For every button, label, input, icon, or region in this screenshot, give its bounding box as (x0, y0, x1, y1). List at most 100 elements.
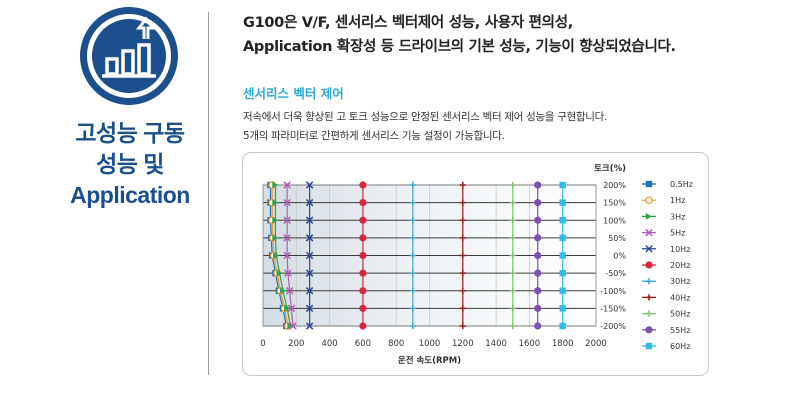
legend-marker (645, 278, 653, 285)
data-point (273, 252, 280, 259)
x-tick-label: 1600 (519, 339, 541, 349)
y-tick-label: 50% (608, 234, 626, 243)
feature-icon-circle (80, 7, 178, 105)
legend-label: 40Hz (670, 293, 690, 302)
data-point (509, 217, 516, 224)
data-point (283, 251, 291, 260)
data-point (287, 304, 296, 313)
data-point (509, 322, 516, 330)
x-tick-label: 400 (321, 339, 337, 349)
data-point (279, 287, 287, 294)
data-point (509, 252, 516, 259)
data-point (459, 305, 466, 312)
x-tick-label: 800 (388, 339, 404, 349)
data-point (283, 234, 291, 242)
legend-marker (645, 294, 653, 301)
data-point (534, 304, 542, 312)
legend-label: 5Hz (670, 229, 685, 238)
data-point (509, 199, 516, 206)
data-point (409, 287, 417, 294)
vertical-divider (208, 12, 209, 375)
x-axis-title: 운전 속도(RPM) (398, 355, 461, 366)
legend-label: 60Hz (670, 342, 690, 351)
data-point (305, 304, 314, 313)
data-point (559, 181, 566, 189)
x-tick-label: 1000 (419, 339, 441, 349)
legend-marker (645, 180, 653, 188)
legend-marker (645, 310, 653, 317)
legend-marker (645, 326, 653, 334)
plot-border (262, 184, 597, 327)
legend-marker (645, 196, 653, 205)
data-point (509, 269, 516, 277)
data-point (359, 251, 367, 260)
legend-label: 55Hz (670, 326, 690, 335)
data-point (289, 322, 297, 330)
data-point (459, 322, 466, 330)
x-tick-label: 1400 (485, 339, 507, 349)
y-tick-label: 0% (613, 252, 626, 261)
data-point (534, 322, 542, 330)
data-point (409, 217, 417, 224)
data-point (534, 181, 542, 189)
data-point (409, 269, 417, 277)
data-point (359, 181, 367, 189)
data-point (287, 322, 294, 330)
y-axis-title: 토크(%) (594, 164, 626, 174)
data-point (359, 216, 367, 224)
description-line: 5개의 파라미터로 간편하게 센서리스 기능 설정이 가능합니다. (243, 130, 505, 142)
data-point (509, 287, 516, 294)
data-point (276, 269, 283, 277)
data-point (459, 181, 466, 189)
legend-label: 0.5Hz (670, 180, 693, 189)
data-point (559, 269, 566, 277)
data-point (359, 234, 367, 242)
data-point (409, 234, 417, 242)
data-point (359, 322, 367, 330)
data-point (409, 181, 417, 189)
data-point (459, 217, 466, 224)
data-point (559, 322, 566, 330)
y-tick-label: 150% (603, 199, 626, 208)
x-tick-label: 600 (355, 339, 371, 349)
data-point (409, 252, 417, 259)
headline-line: Application 확장성 등 드라이브의 기본 성능, 기능이 향상되었습… (243, 39, 676, 55)
data-point (283, 216, 291, 224)
x-tick-label: 1800 (552, 339, 574, 349)
legend-label: 3Hz (670, 212, 685, 221)
data-point (459, 234, 466, 242)
data-point (359, 199, 367, 207)
x-tick-label: 0 (260, 339, 265, 349)
data-point (409, 322, 417, 330)
data-point (534, 287, 542, 295)
headline: G100은 V/F, 센서리스 벡터제어 성능, 사용자 편의성, Applic… (243, 11, 783, 59)
data-point (459, 287, 466, 294)
data-point (283, 181, 291, 189)
data-point (272, 234, 279, 242)
data-point (305, 322, 314, 330)
x-tick-label: 2000 (585, 339, 607, 349)
x-tick-label: 200 (288, 339, 304, 349)
x-tick-label: 1200 (452, 339, 474, 349)
data-point (459, 252, 466, 259)
bar-chart-growth-icon (102, 16, 157, 78)
legend-label: 20Hz (670, 261, 690, 270)
data-point (559, 305, 566, 312)
data-point (285, 287, 294, 295)
description-line: 저속에서 더욱 향상된 고 토크 성능으로 안정된 센서리스 벡터 제어 성능을… (243, 111, 608, 123)
left-panel: 고성능 구동 성능 및 Application (0, 0, 210, 415)
data-point (534, 199, 542, 207)
y-tick-label: -100% (600, 287, 626, 296)
data-point (305, 287, 314, 295)
legend-marker (645, 261, 653, 269)
legend-marker (645, 228, 653, 237)
data-point (359, 304, 367, 312)
data-point (305, 269, 314, 277)
data-point (459, 269, 466, 277)
legend-marker (645, 342, 653, 350)
y-tick-label: 200% (603, 181, 626, 190)
data-point (272, 217, 279, 224)
data-point (509, 181, 516, 189)
data-point (283, 198, 291, 207)
torque-speed-chart: 0 200 400 600 800 1000 1200 1400 1600 1800 2000 200… (260, 164, 693, 366)
